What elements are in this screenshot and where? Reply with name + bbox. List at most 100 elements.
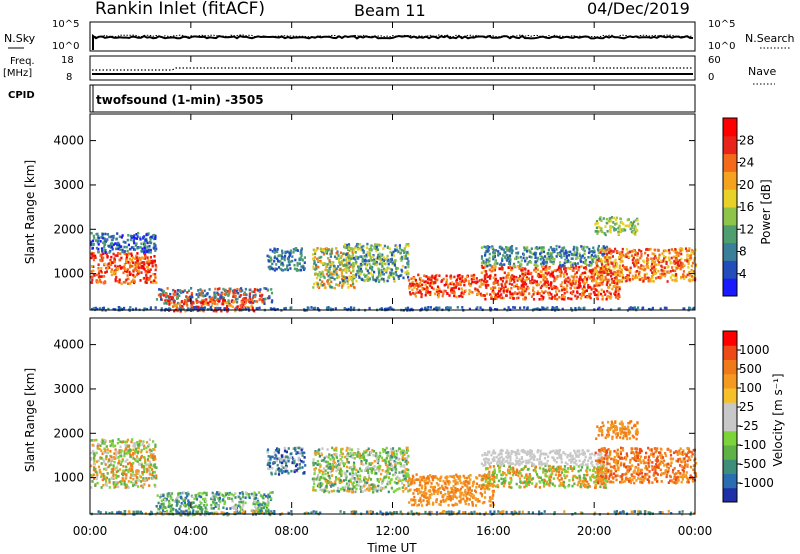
power-y-tick-label: 1000 <box>53 267 84 281</box>
power-cell <box>493 255 496 259</box>
power-cell <box>517 277 520 281</box>
power-cell <box>199 300 202 304</box>
power-cell <box>160 298 163 301</box>
power-cell <box>578 277 581 281</box>
velocity-cell <box>234 503 237 507</box>
power-cell <box>196 301 199 304</box>
power-cell <box>612 250 615 253</box>
velocity-cell <box>138 442 141 446</box>
power-cell <box>507 271 510 275</box>
velocity-cell <box>277 467 280 470</box>
power-cell <box>232 293 235 296</box>
power-cell <box>328 284 331 287</box>
power-cell <box>132 246 135 249</box>
power-cell <box>684 247 688 250</box>
power-cell <box>185 302 188 306</box>
velocity-cell <box>137 479 141 482</box>
velocity-cell <box>185 509 188 513</box>
power-cell <box>212 298 215 302</box>
velocity-cell <box>123 479 126 483</box>
power-cell <box>168 296 171 300</box>
power-cell <box>407 272 410 275</box>
velocity-cell <box>350 467 354 471</box>
power-cell <box>232 301 235 304</box>
power-cell <box>691 307 694 311</box>
velocity-cell <box>133 444 137 447</box>
power-cell <box>584 266 587 269</box>
power-cell <box>279 260 282 263</box>
power-cell <box>587 256 590 259</box>
power-cell <box>482 279 486 283</box>
power-cell <box>525 278 529 281</box>
power-cell <box>525 256 528 260</box>
power-cell <box>291 259 294 263</box>
power-cell <box>501 259 504 262</box>
power-cell <box>643 273 646 277</box>
power-cell <box>544 268 547 272</box>
power-cell <box>223 292 227 296</box>
power-cell <box>550 270 553 273</box>
velocity-cell <box>231 500 234 503</box>
power-cell <box>146 260 149 264</box>
power-cell <box>298 258 301 262</box>
power-cell <box>563 246 566 249</box>
velocity-cell <box>177 500 180 503</box>
power-cell <box>437 291 440 294</box>
power-cell <box>528 255 531 259</box>
power-cell <box>363 254 366 258</box>
velocity-cell <box>204 497 207 501</box>
power-cell <box>440 280 443 283</box>
power-cell <box>542 291 545 295</box>
velocity-cell <box>106 451 109 455</box>
power-cell <box>386 254 389 258</box>
power-cell <box>459 283 462 287</box>
power-cell <box>496 281 499 284</box>
power-cell <box>115 268 118 272</box>
power-cell <box>652 273 655 277</box>
velocity-cell <box>285 464 288 468</box>
power-cell <box>394 259 397 262</box>
power-cell <box>633 306 636 309</box>
velocity-cell <box>342 464 346 468</box>
power-cell <box>320 272 323 276</box>
power-cell <box>663 257 666 260</box>
power-cell <box>595 226 598 230</box>
velocity-cell <box>140 484 143 488</box>
power-cell <box>501 284 504 288</box>
power-cell <box>104 251 107 254</box>
power-cell <box>174 290 177 293</box>
power-cell <box>295 267 298 271</box>
power-cell <box>634 270 637 274</box>
power-cell <box>337 283 340 287</box>
power-cell <box>411 288 414 292</box>
power-cell <box>495 249 498 252</box>
power-cell <box>687 266 690 269</box>
power-cell <box>603 271 606 275</box>
power-cell <box>618 287 621 291</box>
power-cell <box>337 265 340 268</box>
power-cell <box>407 276 410 279</box>
power-cell <box>547 252 550 255</box>
velocity-cell <box>204 506 207 509</box>
power-cell <box>553 306 556 310</box>
power-cell <box>631 222 635 226</box>
velocity-cell <box>301 466 304 469</box>
power-cell <box>666 270 669 274</box>
power-cell <box>123 269 127 273</box>
velocity-cell <box>388 472 391 475</box>
velocity-cell <box>146 478 149 482</box>
velocity-cell <box>326 448 329 451</box>
power-cell <box>573 286 576 289</box>
power-cell <box>90 265 94 268</box>
power-cell <box>499 289 502 293</box>
velocity-cell <box>314 462 317 465</box>
velocity-cell <box>329 458 332 461</box>
power-cell <box>657 269 660 273</box>
power-y-tick-label: 3000 <box>53 178 84 192</box>
velocity-cell <box>278 469 281 472</box>
power-cell <box>602 252 606 256</box>
power-cell <box>214 306 217 310</box>
power-cell <box>581 247 584 250</box>
power-cell <box>522 253 525 256</box>
power-cell <box>368 277 371 281</box>
